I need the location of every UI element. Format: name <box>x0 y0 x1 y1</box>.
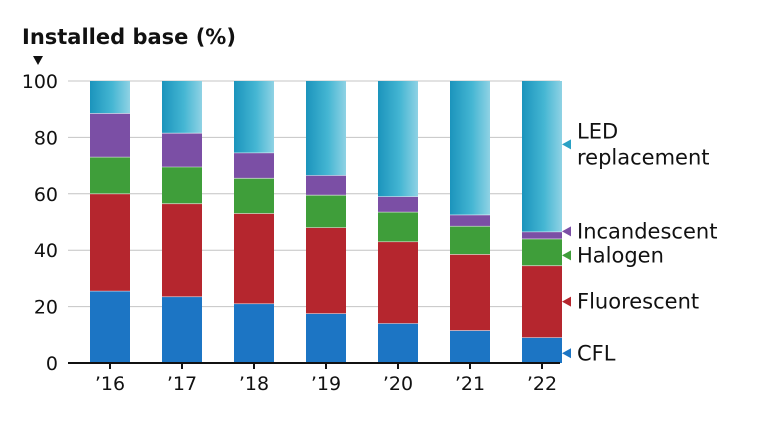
x-tick-label: ’20 <box>383 373 413 395</box>
x-tick-label: ’17 <box>167 373 197 395</box>
y-axis-title: Installed base (%) <box>22 25 236 49</box>
bar-segment-incandescent <box>522 231 562 239</box>
x-tick-label: ’16 <box>95 373 125 395</box>
bars <box>90 81 562 363</box>
y-tick-label: 20 <box>34 297 58 319</box>
y-tick-label: 60 <box>34 184 58 206</box>
bar-segment-fluorescent <box>234 213 274 304</box>
bar-segment-halogen <box>234 178 274 214</box>
y-axis-arrow-icon <box>33 56 43 65</box>
bar-segment-incandescent <box>162 133 202 168</box>
x-tick-labels: ’16 ’17 ’18 ’19 ’20 ’21 ’22 <box>95 363 557 395</box>
legend-label-led-replacement: LED <box>577 119 618 143</box>
bar-segment-incandescent <box>90 113 130 158</box>
legend-label-halogen: Halogen <box>577 243 664 267</box>
bar-segment-cfl <box>450 330 490 363</box>
bar-segment-fluorescent <box>306 227 346 314</box>
x-tick-label: ’21 <box>455 373 485 395</box>
bar-segment-led-replacement <box>90 81 130 114</box>
bar-segment-fluorescent <box>522 265 562 338</box>
x-tick-label: ’18 <box>239 373 269 395</box>
legend-arrow-icon <box>562 226 571 237</box>
y-tick-label: 80 <box>34 127 58 149</box>
legend-label-incandescent: Incandescent <box>577 219 717 243</box>
bar-segment-halogen <box>450 226 490 255</box>
legend-arrow-icon <box>562 348 571 359</box>
bar-segment-halogen <box>90 157 130 194</box>
bar-segment-incandescent <box>306 175 346 196</box>
bar-segment-fluorescent <box>450 254 490 331</box>
bar-segment-cfl <box>522 337 562 363</box>
legend-arrow-icon <box>562 250 571 261</box>
legend-label-led-replacement: replacement <box>577 145 710 169</box>
bar-segment-led-replacement <box>234 81 274 153</box>
bar-segment-incandescent <box>450 214 490 227</box>
bar-segment-halogen <box>306 195 346 228</box>
bar-segment-led-replacement <box>450 81 490 215</box>
bar-segment-cfl <box>378 323 418 363</box>
x-tick-label: ’19 <box>311 373 341 395</box>
bar-segment-halogen <box>378 212 418 242</box>
bar-segment-fluorescent <box>378 241 418 324</box>
bar-segment-halogen <box>522 238 562 266</box>
bar-segment-incandescent <box>378 196 418 213</box>
bar-segment-led-replacement <box>162 81 202 134</box>
bar-segment-fluorescent <box>90 193 130 292</box>
bar-segment-cfl <box>306 313 346 363</box>
bar-segment-cfl <box>234 303 274 363</box>
bar-segment-fluorescent <box>162 203 202 297</box>
x-tick-label: ’22 <box>527 373 557 395</box>
legend-arrow-icon <box>562 296 571 307</box>
bar-segment-led-replacement <box>306 81 346 176</box>
y-tick-labels: 0 20 40 60 80 100 <box>22 71 58 375</box>
y-tick-label: 0 <box>46 353 58 375</box>
bar-segment-incandescent <box>234 152 274 179</box>
y-tick-label: 100 <box>22 71 58 93</box>
bar-segment-cfl <box>162 296 202 363</box>
legend-arrow-icon <box>562 139 571 150</box>
legend-label-fluorescent: Fluorescent <box>577 290 699 314</box>
bar-segment-led-replacement <box>522 81 562 232</box>
bar-segment-halogen <box>162 167 202 204</box>
y-tick-label: 40 <box>34 240 58 262</box>
bar-segment-cfl <box>90 291 130 363</box>
legend-label-cfl: CFL <box>577 341 616 365</box>
bar-segment-led-replacement <box>378 81 418 197</box>
